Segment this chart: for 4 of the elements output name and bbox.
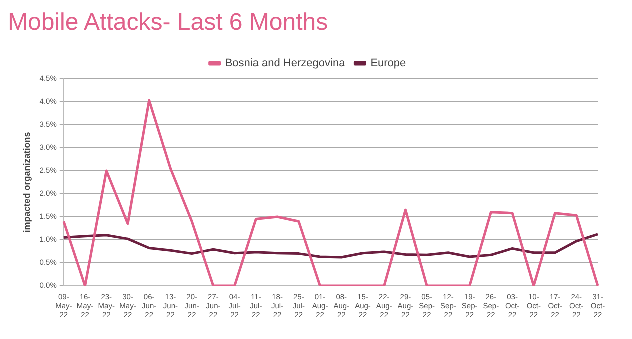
legend-label: Bosnia and Herzegovina	[225, 58, 346, 70]
legend-label: Europe	[370, 58, 406, 70]
chart-title: Mobile Attacks- Last 6 Months	[8, 8, 330, 38]
y-axis-title: impacted organizations	[22, 132, 32, 233]
